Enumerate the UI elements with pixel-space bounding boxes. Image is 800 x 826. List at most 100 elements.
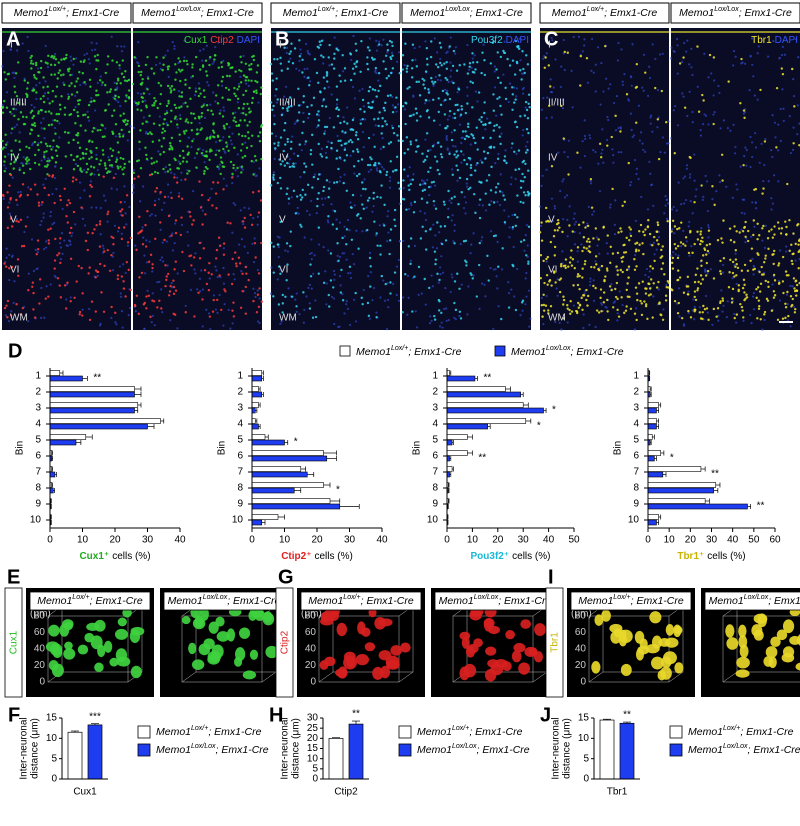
y-tick-label: 15 (578, 713, 590, 724)
x-tick-label: 0 (645, 535, 651, 546)
y-tick-label: 6 (633, 451, 639, 462)
stain-name: DAPI (237, 35, 260, 46)
y-tick-label: 10 (30, 515, 42, 526)
y-tick-label: 9 (35, 499, 41, 510)
error-bar (330, 499, 340, 504)
y-tick-label: 7 (432, 467, 438, 478)
side-label: Ctip2 (280, 630, 291, 654)
render-tick: 80 (34, 611, 46, 622)
legend-swatch (495, 346, 505, 356)
bar (50, 376, 83, 381)
y-tick-label: 0 (583, 774, 589, 785)
y-tick-label: 4 (237, 419, 243, 430)
bar (447, 424, 488, 429)
legend-swatch (670, 744, 682, 756)
micrograph (671, 28, 800, 330)
bar (648, 515, 659, 520)
bar (252, 472, 307, 477)
x-tick-label: 0 (249, 535, 255, 546)
x-tick-label: 40 (543, 535, 555, 546)
bar (648, 424, 656, 429)
y-tick-label: 9 (633, 499, 639, 510)
error-bar (294, 488, 301, 493)
stain-name: Pou3f2 (471, 35, 503, 46)
error-bar (663, 472, 666, 477)
error-bar (656, 520, 658, 525)
layer-label: WM (279, 313, 297, 324)
bar (50, 435, 86, 440)
y-tick-label: 1 (633, 371, 639, 382)
y-tick-label: 0 (51, 774, 57, 785)
x-tick-label: 40 (727, 535, 739, 546)
legend-label: Memo1Lox/+; Emx1-Cre (688, 725, 794, 738)
significance: ** (711, 469, 719, 480)
bar (447, 467, 452, 472)
error-bar (661, 451, 664, 456)
y-tick-label: 6 (432, 451, 438, 462)
bar (648, 504, 747, 509)
y-tick-label: 1 (432, 371, 438, 382)
bar (447, 392, 521, 397)
y-tick-label: 10 (46, 733, 58, 744)
y-tick-label: 7 (633, 467, 639, 478)
bar (648, 520, 656, 525)
error-bar (301, 467, 306, 472)
error-bar (747, 504, 750, 509)
error-bar (467, 451, 472, 456)
error-bar (521, 392, 524, 397)
bar (648, 419, 656, 424)
y-tick-label: 15 (307, 743, 319, 754)
x-tick-label: 20 (109, 535, 121, 546)
error-bar (505, 387, 510, 392)
layer-label: WM (10, 313, 28, 324)
bar (252, 467, 301, 472)
error-bar (523, 403, 528, 408)
genotype-header: Memo1Lox/+; Emx1-Cre (578, 594, 684, 607)
error-bar (60, 371, 63, 376)
bar (648, 472, 663, 477)
legend-label: Memo1Lox/Lox; Emx1-Cre (688, 743, 800, 756)
y-tick-label: 7 (35, 467, 41, 478)
y-tick-label: 3 (432, 403, 438, 414)
significance: ** (478, 453, 486, 464)
stain-label: Pou3f2DAPI (471, 35, 529, 46)
error-bar (659, 403, 661, 408)
layer-label: V (548, 215, 555, 226)
y-tick-label: 3 (633, 403, 639, 414)
error-bar (652, 435, 654, 440)
bar (447, 403, 523, 408)
panel-letter: D (8, 340, 22, 362)
legend-swatch (399, 726, 411, 738)
x-tick-label: 10 (77, 535, 89, 546)
layer-label: I (10, 40, 13, 51)
x-tick-label: 0 (47, 535, 53, 546)
layer-label: I (279, 40, 282, 51)
genotype-header: Memo1Lox/+; Emx1-Cre (308, 594, 414, 607)
error-bar (135, 392, 142, 397)
layer-label: I (548, 40, 551, 51)
render-tick: 0 (39, 677, 45, 688)
x-label-suffix: cells (%) (512, 551, 550, 562)
y-axis-label: Bin (15, 441, 26, 455)
y-tick-label: 10 (232, 515, 244, 526)
y-tick-label: 7 (237, 467, 243, 478)
y-axis-label: Bin (412, 441, 423, 455)
layer-label: II/III (279, 98, 296, 109)
y-tick-label: 3 (237, 403, 243, 414)
legend-swatch (138, 726, 150, 738)
x-tick-label: 10 (664, 535, 676, 546)
significance: * (537, 421, 541, 432)
layer-label: WM (548, 313, 566, 324)
significance: ** (93, 373, 101, 384)
layer-label: VI (279, 265, 288, 276)
y-tick-label: 2 (35, 387, 41, 398)
panel-letter: A (6, 28, 20, 50)
bar (648, 467, 701, 472)
error-bar (544, 408, 547, 413)
y-tick-label: 8 (35, 483, 41, 494)
x-tick-label: 40 (174, 535, 186, 546)
stain-name: Ctip2 (210, 35, 234, 46)
y-tick-label: 8 (633, 483, 639, 494)
legend-label: Memo1Lox/+; Emx1-Cre (417, 725, 523, 738)
legend-label: Memo1Lox/Lox; Emx1-Cre (156, 743, 269, 756)
